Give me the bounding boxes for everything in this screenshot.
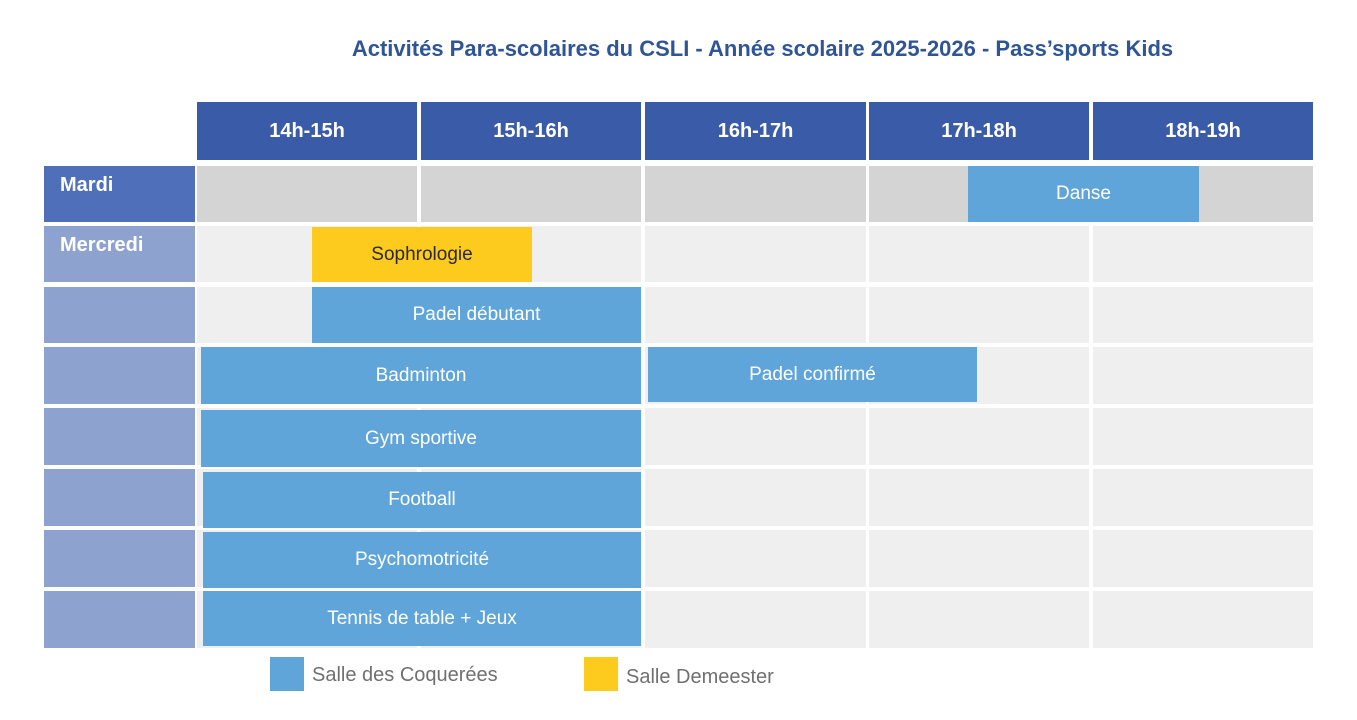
day-label-blank-6 [44,591,195,648]
activity-padel-confirme: Padel confirmé [648,347,977,402]
grid-cell [1093,347,1313,404]
day-label-mardi: Mardi [44,166,195,222]
grid-cell [645,287,866,343]
legend-swatch-demeester [584,657,618,691]
day-label-blank-5 [44,530,195,587]
header-slot-5: 18h-19h [1093,102,1313,160]
grid-cell [1093,469,1313,526]
grid-cell [645,591,866,648]
schedule-title: Activités Para-scolaires du CSLI - Année… [351,36,1174,61]
grid-cell [1093,226,1313,282]
grid-cell [421,166,641,222]
activity-psychomotricite: Psychomotricité [203,532,641,588]
grid-cell [869,226,1089,282]
header-slot-4: 17h-18h [869,102,1089,160]
day-label-blank-3 [44,408,195,465]
grid-cell [645,226,866,282]
activity-padel-debutant: Padel débutant [312,287,641,343]
legend-swatch-coquerees [270,657,304,691]
activity-tennis-de-table: Tennis de table + Jeux [203,591,641,646]
grid-cell [645,469,866,526]
activity-badminton: Badminton [201,347,641,404]
grid-cell [869,469,1089,526]
grid-cell [869,530,1089,587]
header-slot-3: 16h-17h [645,102,866,160]
grid-cell [645,408,866,465]
grid-cell [197,166,417,222]
legend-label-coquerees: Salle des Coquerées [312,664,498,686]
day-label-blank-1 [44,287,195,343]
activity-sophrologie: Sophrologie [312,227,532,282]
grid-cell [1093,530,1313,587]
header-slot-2: 15h-16h [421,102,641,160]
grid-cell [1093,591,1313,648]
activity-football: Football [203,472,641,528]
legend-label-demeester: Salle Demeester [626,666,774,688]
grid-cell [869,287,1089,343]
activity-gym-sportive: Gym sportive [201,410,641,467]
header-slot-1: 14h-15h [197,102,417,160]
grid-cell [645,166,866,222]
grid-cell [869,408,1089,465]
grid-cell [1093,287,1313,343]
grid-cell [1093,408,1313,465]
activity-danse: Danse [968,166,1199,222]
day-label-blank-4 [44,469,195,526]
grid-cell [869,591,1089,648]
day-label-mercredi: Mercredi [44,226,195,282]
grid-cell [645,530,866,587]
day-label-blank-2 [44,347,195,404]
